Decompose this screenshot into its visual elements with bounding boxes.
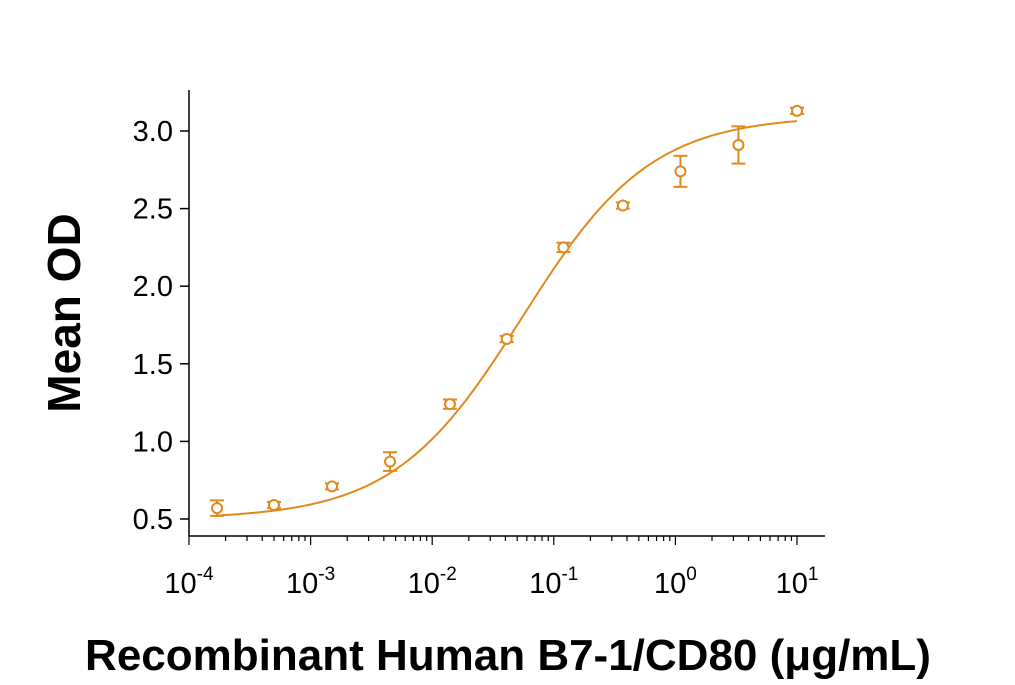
x-tick-label: 101 — [776, 564, 819, 600]
data-point — [790, 104, 804, 117]
data-point — [731, 125, 746, 165]
data-point — [383, 451, 398, 472]
y-tick-label: 0.5 — [133, 504, 173, 536]
y-axis-title: Mean OD — [38, 213, 90, 412]
y-tick-label: 2.5 — [133, 194, 173, 226]
point-marker — [384, 455, 397, 468]
point-marker — [791, 104, 803, 117]
point-marker — [267, 499, 280, 512]
point-marker — [674, 165, 687, 178]
y-tick-label: 1.0 — [133, 426, 173, 458]
data-point — [673, 154, 688, 188]
fit-curve — [216, 120, 798, 517]
data-point — [615, 199, 630, 212]
point-marker — [557, 241, 570, 254]
x-tick-label: 10-1 — [529, 564, 578, 600]
y-axis: 0.5 1.0 1.5 2.0 2.5 3.0 — [133, 90, 190, 536]
y-tick-label: 1.5 — [133, 349, 173, 381]
point-marker — [443, 398, 456, 411]
data-point — [442, 398, 457, 411]
point-marker — [732, 138, 745, 151]
data-point — [325, 480, 340, 493]
x-tick-label: 10-3 — [286, 564, 335, 600]
x-tick-label: 100 — [654, 564, 697, 600]
x-axis: 10-4 10-3 10-2 10-1 100 101 — [164, 535, 825, 600]
data-point — [499, 332, 514, 345]
x-tick-label: 10-2 — [408, 564, 457, 600]
x-tick-label: 10-4 — [164, 564, 214, 600]
point-marker — [616, 199, 629, 212]
point-marker — [500, 332, 513, 345]
data-point — [556, 241, 571, 254]
y-tick-label: 2.0 — [133, 271, 173, 303]
x-axis-title: Recombinant Human B7-1/CD80 (μg/mL) — [85, 631, 931, 680]
point-marker — [326, 480, 339, 493]
y-tick-label: 3.0 — [133, 116, 173, 148]
data-points — [210, 104, 804, 517]
point-marker — [211, 502, 224, 515]
data-point — [210, 499, 225, 517]
data-point — [266, 499, 281, 512]
